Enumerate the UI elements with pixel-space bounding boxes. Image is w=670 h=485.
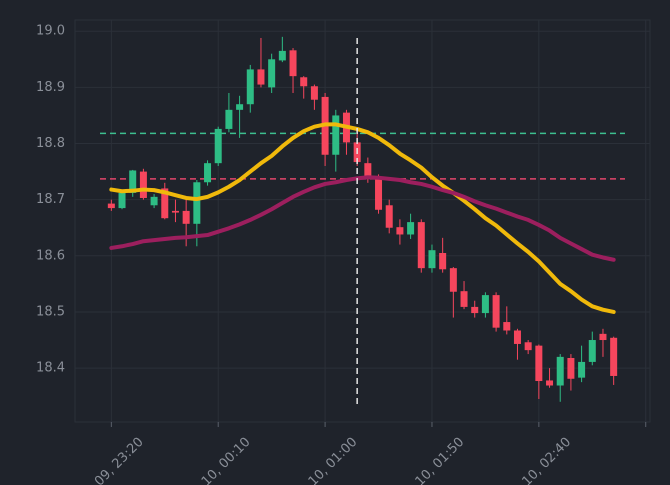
moving-average-line: [109, 175, 616, 262]
candle-body: [567, 357, 575, 379]
candle-body: [300, 77, 308, 87]
candle-body: [481, 295, 489, 314]
moving-average-line: [109, 122, 616, 314]
candle-body: [417, 222, 425, 269]
candle-body: [161, 188, 169, 219]
candle-body: [204, 163, 212, 183]
candle-body: [150, 196, 158, 206]
candle-body: [289, 50, 297, 77]
candle-body: [193, 182, 201, 224]
candle-body: [385, 205, 393, 228]
candle-body: [214, 128, 222, 164]
candle-body: [449, 268, 457, 292]
candle-body: [278, 50, 286, 61]
candle-body: [471, 306, 479, 314]
candle-body: [513, 330, 521, 344]
candle-body: [236, 104, 244, 110]
candle-body: [129, 170, 137, 193]
y-tick-label: 18.4: [36, 361, 65, 376]
candle-body: [118, 192, 126, 209]
candle-body: [364, 163, 372, 178]
candle-body: [578, 361, 586, 378]
candle-body: [182, 210, 190, 224]
y-tick-label: 19.0: [36, 24, 65, 39]
candle-body: [375, 177, 383, 210]
candle-body: [107, 203, 115, 209]
candle-body: [310, 86, 318, 100]
candle-body: [524, 342, 532, 351]
candle-body: [396, 227, 404, 235]
y-tick-label: 18.7: [36, 192, 65, 207]
candle-body: [610, 337, 618, 376]
candle-body: [492, 295, 500, 328]
candle-body: [546, 380, 554, 386]
y-tick-label: 18.5: [36, 304, 65, 319]
candle-body: [503, 322, 511, 331]
candle-body: [428, 250, 436, 269]
y-tick-label: 18.6: [36, 248, 65, 263]
candle-body: [556, 356, 564, 386]
y-tick-label: 18.8: [36, 136, 65, 151]
plot-frame: [74, 19, 651, 423]
candle-body: [439, 253, 447, 270]
candle-body: [268, 59, 276, 88]
candle-body: [246, 69, 254, 105]
candle-body: [225, 109, 233, 129]
candle-body: [535, 345, 543, 382]
candle-body: [588, 340, 596, 362]
candle-body: [460, 291, 468, 307]
candle-body: [257, 69, 265, 85]
candle-body: [171, 210, 179, 213]
candle-body: [407, 222, 415, 235]
y-tick-label: 18.9: [36, 80, 65, 95]
candle-body: [139, 171, 147, 198]
candle-body: [599, 333, 607, 341]
candle-body: [332, 115, 340, 155]
